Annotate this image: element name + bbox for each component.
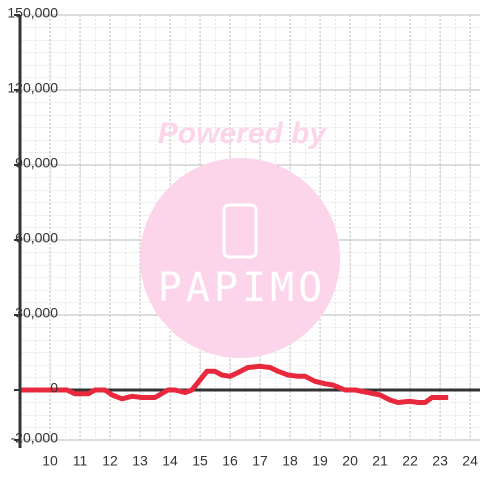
x-tick-label: 13: [132, 453, 148, 469]
x-tick-label: 17: [252, 453, 268, 469]
x-tick-label: 20: [342, 453, 358, 469]
line-series: [20, 363, 449, 405]
x-tick-label: 19: [312, 453, 328, 469]
x-tick-label: 24: [462, 453, 478, 469]
y-tick-label: 90,000: [15, 155, 58, 171]
y-tick-label: 120,000: [7, 80, 58, 96]
x-tick-label: 21: [372, 453, 388, 469]
x-tick-label: 22: [402, 453, 418, 469]
x-tick-label: 18: [282, 453, 298, 469]
x-tick-label: 12: [102, 453, 118, 469]
y-tick-label: 60,000: [15, 230, 58, 246]
y-tick-label: 30,000: [15, 305, 58, 321]
watermark-text: Powered by: [158, 117, 328, 150]
watermark-logo: PAPIMO: [158, 265, 327, 311]
x-tick-label: 15: [192, 453, 208, 469]
x-tick-label: 10: [42, 453, 58, 469]
x-tick-label: 16: [222, 453, 238, 469]
x-tick-label: 23: [432, 453, 448, 469]
x-tick-label: 11: [73, 453, 88, 469]
watermark-phone: [222, 203, 258, 259]
y-tick-label: 0: [50, 380, 58, 396]
y-tick-label: -20,000: [11, 430, 59, 446]
x-tick-label: 14: [162, 453, 178, 469]
y-tick-label: 150,000: [7, 5, 58, 21]
